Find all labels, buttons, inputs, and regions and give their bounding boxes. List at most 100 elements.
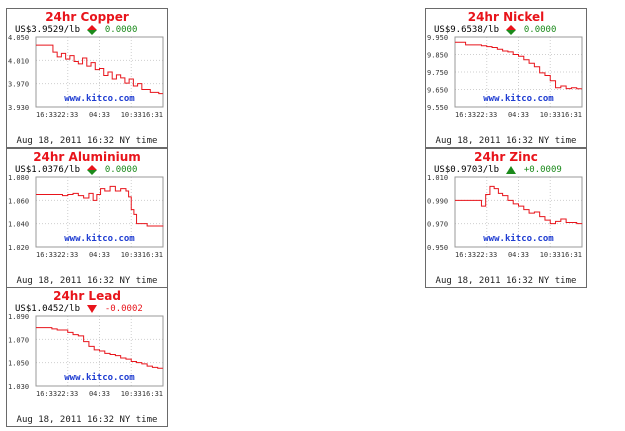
lead-line-chart: 1.090 1.070 1.050 1.030 16:33 22:33 04:33 10:33… — [8, 314, 164, 398]
x-tick-label: 10:33 — [121, 251, 142, 259]
change-label: -0.0002 — [104, 304, 143, 314]
nickel-chart-panel: 24hr Nickel US$9.6538/lb 0.0000 9.950 9.8… — [425, 8, 587, 148]
nickel-line-chart: 9.950 9.850 9.750 9.650 9.550 16:33 22:33 04:33… — [427, 35, 583, 119]
price-series-line — [36, 327, 163, 369]
price-label: US$1.0452/lb — [15, 304, 81, 314]
change-label: +0.0009 — [523, 165, 562, 175]
copper-line-chart: 4.050 4.010 3.970 3.930 16:33 22:33 04:33 10:33… — [8, 35, 164, 119]
x-tick-label: 10:33 — [121, 111, 142, 119]
x-tick-label: 22:33 — [476, 251, 497, 259]
x-tick-label: 22:33 — [57, 390, 78, 398]
y-tick-label: 1.010 — [427, 175, 448, 182]
x-tick-label: 10:33 — [540, 111, 561, 119]
y-tick-label: 0.950 — [427, 244, 448, 252]
price-series-line — [36, 44, 163, 95]
x-tick-label: 16:31 — [561, 251, 582, 259]
y-tick-label: 9.950 — [427, 35, 448, 42]
x-tick-label: 22:33 — [57, 251, 78, 259]
price-series-line — [455, 41, 582, 90]
y-tick-label: 1.070 — [8, 336, 29, 344]
aluminium-line-chart: 1.080 1.060 1.040 1.020 16:33 22:33 04:33 10:33… — [8, 175, 164, 259]
panel-title: 24hr Aluminium — [33, 150, 141, 164]
y-tick-label: 1.040 — [8, 221, 29, 229]
plot-frame — [454, 36, 583, 108]
y-tick-label: 0.970 — [427, 221, 448, 229]
y-tick-label: 9.650 — [427, 87, 448, 95]
price-label: US$3.9529/lb — [15, 25, 81, 35]
up-down-arrows-icon — [87, 25, 98, 35]
zinc-chart-panel: 24hr Zinc US$0.9703/lb +0.0009 1.010 0.99… — [425, 148, 587, 288]
watermark-text: www.kitco.com — [483, 233, 554, 244]
x-tick-label: 04:33 — [89, 390, 110, 398]
price-row: US$1.0452/lb -0.0002 — [15, 303, 143, 315]
y-tick-label: 9.550 — [427, 104, 448, 112]
x-tick-label: 16:33 — [36, 251, 57, 259]
y-tick-label: 1.080 — [8, 175, 29, 182]
timestamp-label: Aug 18, 2011 16:32 NY time — [16, 415, 158, 425]
y-tick-label: 3.970 — [8, 81, 29, 89]
x-tick-label: 22:33 — [476, 111, 497, 119]
panel-title: 24hr Copper — [45, 10, 129, 24]
y-tick-label: 1.020 — [8, 244, 29, 252]
watermark-text: www.kitco.com — [483, 93, 554, 104]
price-series-line — [455, 185, 583, 225]
up-down-arrows-icon — [87, 165, 98, 175]
x-tick-label: 10:33 — [540, 251, 561, 259]
price-label: US$1.0376/lb — [15, 165, 81, 175]
zinc-line-chart: 1.010 0.990 0.970 0.950 16:33 22:33 04:33 10:33… — [427, 175, 583, 259]
watermark-text: www.kitco.com — [64, 93, 135, 104]
y-tick-label: 1.030 — [8, 383, 29, 391]
timestamp-label: Aug 18, 2011 16:32 NY time — [435, 276, 577, 286]
x-tick-label: 10:33 — [121, 390, 142, 398]
watermark-text: www.kitco.com — [64, 372, 135, 383]
plot-frame — [454, 176, 583, 248]
up-down-arrows-icon — [506, 25, 517, 35]
x-tick-label: 04:33 — [89, 251, 110, 259]
panel-title: 24hr Zinc — [474, 150, 538, 164]
x-tick-label: 16:33 — [455, 251, 476, 259]
panel-title: 24hr Nickel — [467, 10, 545, 24]
price-row: US$9.6538/lb 0.0000 — [434, 24, 556, 36]
price-series-line — [36, 185, 164, 227]
x-tick-label: 16:33 — [455, 111, 476, 119]
watermark-text: www.kitco.com — [64, 233, 135, 244]
plot-frame — [35, 36, 164, 108]
x-tick-label: 04:33 — [508, 111, 529, 119]
price-row: US$1.0376/lb 0.0000 — [15, 164, 137, 176]
x-tick-label: 04:33 — [508, 251, 529, 259]
x-tick-label: 16:31 — [561, 111, 582, 119]
y-tick-label: 1.090 — [8, 314, 29, 321]
x-tick-label: 16:31 — [142, 111, 163, 119]
change-label: 0.0000 — [104, 165, 138, 175]
price-row: US$0.9703/lb +0.0009 — [434, 164, 562, 176]
x-tick-label: 04:33 — [89, 111, 110, 119]
y-tick-label: 4.050 — [8, 35, 29, 42]
timestamp-label: Aug 18, 2011 16:32 NY time — [16, 136, 158, 146]
x-tick-label: 16:33 — [36, 111, 57, 119]
y-tick-label: 1.050 — [8, 360, 29, 368]
timestamp-label: Aug 18, 2011 16:32 NY time — [16, 276, 158, 286]
plot-frame — [35, 176, 164, 248]
x-tick-label: 16:33 — [36, 390, 57, 398]
panel-title: 24hr Lead — [53, 289, 121, 303]
up-arrow-icon — [506, 166, 517, 174]
x-tick-label: 16:31 — [142, 251, 163, 259]
copper-chart-panel: 24hr Copper US$3.9529/lb 0.0000 4.050 4.0… — [6, 8, 168, 148]
price-label: US$0.9703/lb — [434, 165, 500, 175]
y-tick-label: 4.010 — [8, 57, 29, 65]
plot-frame — [35, 315, 164, 387]
timestamp-label: Aug 18, 2011 16:32 NY time — [435, 136, 577, 146]
y-tick-label: 9.850 — [427, 52, 448, 60]
y-tick-label: 1.060 — [8, 197, 29, 205]
y-tick-label: 3.930 — [8, 104, 29, 112]
x-tick-label: 16:31 — [142, 390, 163, 398]
change-label: 0.0000 — [104, 25, 138, 35]
change-label: 0.0000 — [523, 25, 557, 35]
price-label: US$9.6538/lb — [434, 25, 500, 35]
down-arrow-icon — [87, 305, 98, 313]
y-tick-label: 9.750 — [427, 69, 448, 77]
aluminium-chart-panel: 24hr Aluminium US$1.0376/lb 0.0000 1.080… — [6, 148, 168, 288]
y-tick-label: 0.990 — [427, 197, 448, 205]
x-tick-label: 22:33 — [57, 111, 78, 119]
lead-chart-panel: 24hr Lead US$1.0452/lb -0.0002 1.090 1.07… — [6, 287, 168, 427]
